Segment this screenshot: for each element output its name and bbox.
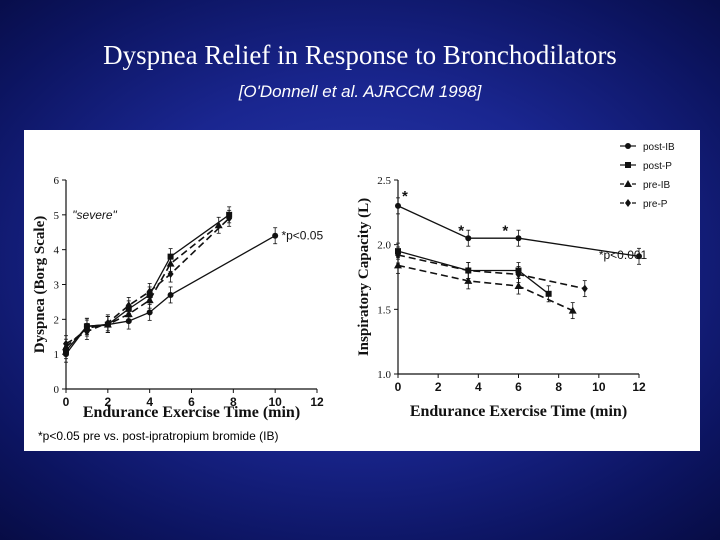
series-pre-P [395,246,588,298]
x-tick-label: 0 [395,380,402,394]
y-tick-label: 1.0 [377,369,391,381]
data-point [395,251,401,260]
legend-marker [625,162,631,168]
legend-label: post-P [643,161,672,172]
data-point [568,306,577,314]
legend-marker [624,180,632,187]
chart-annotation: * [402,188,408,205]
x-tick-label: 6 [188,395,195,409]
legend: post-IB post-P pre-IB pre-P [620,142,675,210]
data-point [63,339,69,348]
data-point [167,270,174,279]
data-point [545,290,552,297]
y-axis-title: Inspiratory Capacity (L) [356,198,372,356]
data-point [636,253,642,260]
x-tick-label: 10 [268,395,282,409]
legend-label: pre-IB [643,180,671,191]
data-point [272,232,279,239]
series-line [397,254,585,290]
data-point [581,284,588,293]
data-point [167,291,174,298]
series-line [65,217,230,345]
series-post-IB [63,227,279,363]
x-tick-label: 12 [632,380,646,394]
data-point [514,282,523,290]
series-line [397,264,574,312]
data-point [515,270,522,279]
data-point [226,214,233,223]
x-tick-label: 8 [555,380,562,394]
y-tick-label: 2 [54,314,60,326]
x-axis-title: Endurance Exercise Time (min) [83,404,300,421]
slide-subtitle: [O'Donnell et al. AJRCCM 1998] [238,82,482,101]
x-tick-label: 6 [515,380,522,394]
chart-annotation: *p<0.05 [281,229,323,243]
x-tick-label: 10 [592,380,606,394]
data-point [214,221,223,229]
y-tick-label: 1.5 [377,304,391,316]
footnote: *p<0.05 pre vs. post-ipratropium bromide… [38,429,279,443]
chart-annotation: * [458,223,464,240]
series-line [397,205,640,257]
data-point [465,235,472,242]
data-point [166,259,175,267]
data-point [83,327,90,336]
data-point [146,309,153,316]
chart-annotation: * [502,223,508,240]
slide-title: Dyspnea Relief in Response to Bronchodil… [103,40,617,70]
legend-label: post-IB [643,142,675,153]
data-point [395,202,401,209]
y-tick-label: 2.0 [377,240,391,252]
legend-marker [625,199,631,207]
x-tick-label: 2 [104,395,111,409]
data-point [394,261,402,269]
y-tick-label: 0 [54,384,60,396]
y-tick-label: 2.5 [377,175,391,187]
series-post-IB [395,197,642,265]
data-point [464,276,473,284]
y-tick-label: 1 [54,349,60,361]
data-point [125,301,132,310]
chart-annotation: "severe" [72,208,117,222]
y-tick-label: 5 [54,210,60,222]
y-tick-label: 3 [54,280,60,292]
legend-marker [625,143,631,149]
data-point [104,318,111,327]
series-post-P [395,242,552,303]
data-point [146,287,153,296]
x-axis-title: Endurance Exercise Time (min) [410,403,627,420]
y-axis-title: Dyspnea (Borg Scale) [32,216,48,354]
legend-label: pre-P [643,199,668,210]
series-line [397,250,550,295]
chart-annotation: *p<0.001 [599,248,648,262]
x-tick-label: 2 [435,380,442,394]
data-point [465,266,472,275]
data-point [515,235,522,242]
x-tick-label: 4 [475,380,482,394]
y-tick-label: 4 [54,245,60,257]
figure-panel: 0 2 4 6 8 10 12 0 1 2 3 4 5 6 Endurance Exercise Time … [24,130,700,451]
x-tick-label: 0 [63,395,70,409]
y-tick-label: 6 [54,175,60,187]
x-tick-label: 4 [146,395,153,409]
series-pre-P [63,209,233,353]
inspiratory-capacity-chart: 0 2 4 6 8 10 12 1.0 1.5 2.0 2.5 Endurance Exercise … [356,175,648,420]
x-tick-label: 12 [310,395,324,409]
x-tick-label: 8 [230,395,237,409]
series-pre-IB [394,256,577,320]
